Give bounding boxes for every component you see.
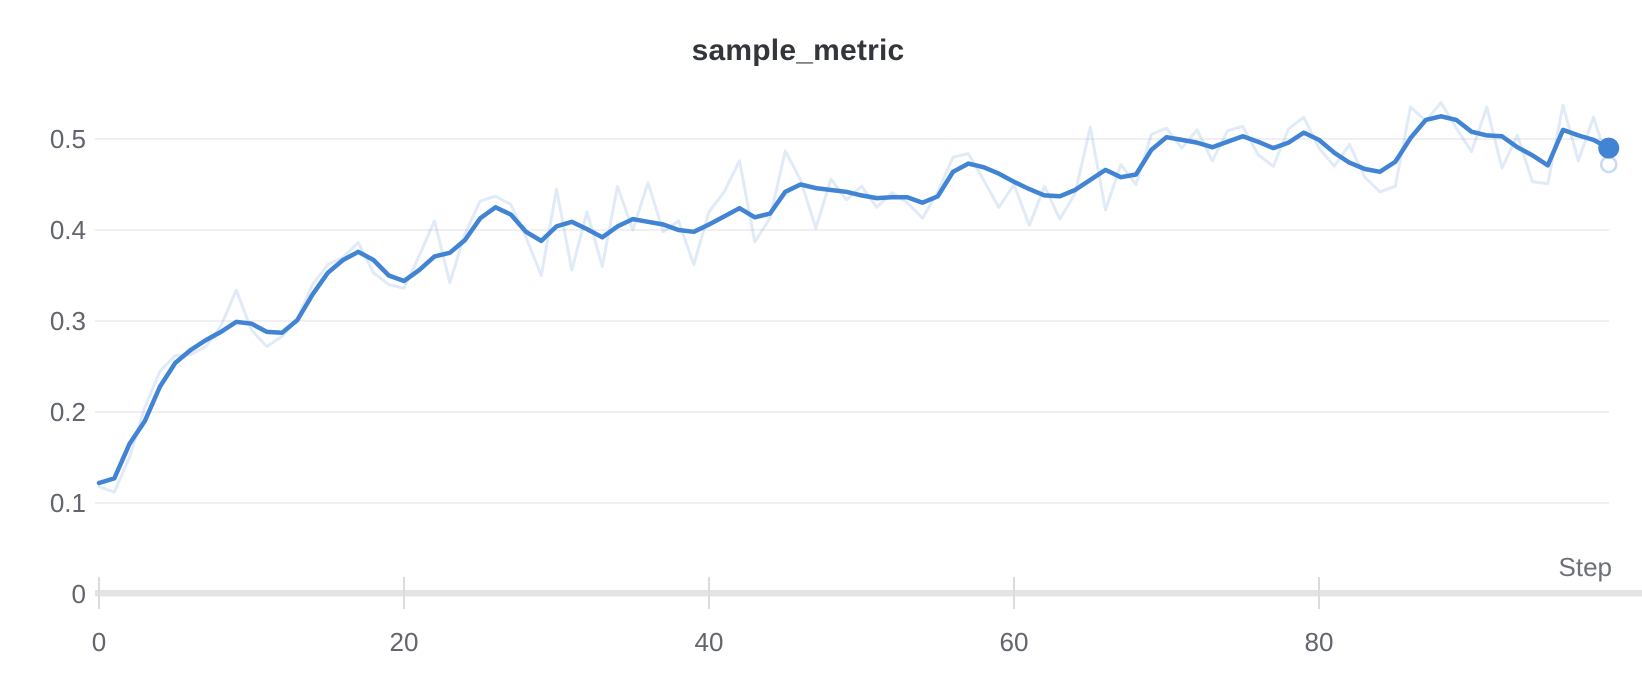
raw-series-line <box>97 101 1611 494</box>
y-tick-label: 0.2 <box>50 397 86 427</box>
y-tick-label: 0.4 <box>50 215 86 245</box>
x-tick-label: 60 <box>1000 627 1029 657</box>
smoothed-series-line <box>96 114 1612 486</box>
x-tick-label: 80 <box>1305 627 1334 657</box>
x-axis-label: Step <box>1558 552 1613 582</box>
y-tick-label: 0.3 <box>50 306 86 336</box>
x-axis-line <box>95 590 1642 597</box>
y-tick-label: 0.1 <box>50 488 86 518</box>
latest-value-dot <box>1598 137 1620 159</box>
y-tick-label: 0.5 <box>50 124 86 154</box>
x-tick-label: 40 <box>695 627 724 657</box>
x-tick-label: 20 <box>390 627 419 657</box>
y-tick-label: 0 <box>72 579 86 609</box>
chart-title: sample_metric <box>691 34 905 67</box>
x-tick-label: 0 <box>92 627 106 657</box>
raw-latest-value-dot <box>1600 155 1618 174</box>
